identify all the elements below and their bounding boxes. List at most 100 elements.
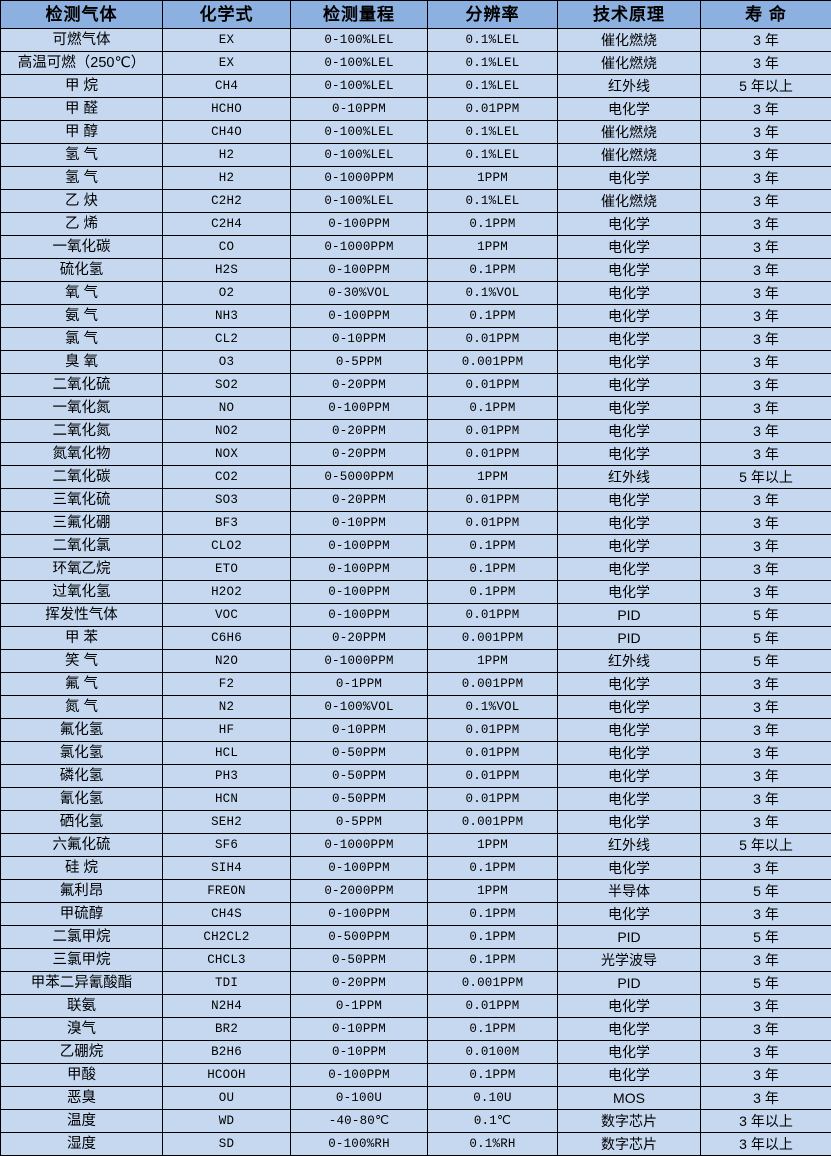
cell-range: 0-10PPM (291, 98, 428, 121)
cell-principle: 电化学 (558, 903, 701, 926)
cell-life: 5 年以上 (701, 834, 831, 857)
cell-life: 5 年 (701, 627, 831, 650)
cell-formula: CO (163, 236, 291, 259)
cell-principle: 催化燃烧 (558, 52, 701, 75)
table-header-row: 检测气体 化学式 检测量程 分辨率 技术原理 寿 命 (1, 1, 831, 29)
cell-life: 3 年 (701, 581, 831, 604)
cell-formula: CLO2 (163, 535, 291, 558)
cell-life: 3 年 (701, 374, 831, 397)
cell-gas: 氟化氢 (1, 719, 163, 742)
cell-range: 0-100PPM (291, 558, 428, 581)
cell-principle: 电化学 (558, 719, 701, 742)
cell-life: 3 年 (701, 535, 831, 558)
cell-range: 0-20PPM (291, 489, 428, 512)
cell-formula: ETO (163, 558, 291, 581)
cell-resolution: 0.01PPM (428, 443, 558, 466)
cell-range: 0-20PPM (291, 972, 428, 995)
cell-life: 3 年 (701, 489, 831, 512)
cell-resolution: 0.01PPM (428, 98, 558, 121)
cell-gas: 温度 (1, 1110, 163, 1133)
cell-principle: 电化学 (558, 305, 701, 328)
cell-range: 0-100PPM (291, 581, 428, 604)
cell-resolution: 1PPM (428, 650, 558, 673)
cell-gas: 氧 气 (1, 282, 163, 305)
cell-resolution: 1PPM (428, 466, 558, 489)
cell-life: 5 年 (701, 926, 831, 949)
cell-range: 0-5000PPM (291, 466, 428, 489)
cell-gas: 氯 气 (1, 328, 163, 351)
cell-formula: NH3 (163, 305, 291, 328)
cell-gas: 氰化氢 (1, 788, 163, 811)
cell-resolution: 1PPM (428, 834, 558, 857)
cell-range: 0-50PPM (291, 765, 428, 788)
cell-range: 0-100PPM (291, 535, 428, 558)
cell-life: 3 年以上 (701, 1133, 831, 1156)
cell-range: 0-100%LEL (291, 52, 428, 75)
cell-resolution: 0.001PPM (428, 627, 558, 650)
cell-range: 0-1000PPM (291, 650, 428, 673)
cell-formula: TDI (163, 972, 291, 995)
cell-principle: 电化学 (558, 995, 701, 1018)
cell-resolution: 1PPM (428, 167, 558, 190)
cell-range: 0-100PPM (291, 259, 428, 282)
cell-range: 0-30%VOL (291, 282, 428, 305)
cell-range: 0-100%LEL (291, 121, 428, 144)
cell-principle: 电化学 (558, 420, 701, 443)
cell-formula: FREON (163, 880, 291, 903)
cell-principle: 催化燃烧 (558, 144, 701, 167)
cell-formula: F2 (163, 673, 291, 696)
cell-gas: 硅 烷 (1, 857, 163, 880)
cell-gas: 硫化氢 (1, 259, 163, 282)
cell-range: 0-100PPM (291, 397, 428, 420)
cell-gas: 三氟化硼 (1, 512, 163, 535)
cell-range: 0-1000PPM (291, 167, 428, 190)
cell-life: 3 年 (701, 351, 831, 374)
cell-formula: VOC (163, 604, 291, 627)
cell-resolution: 0.1%LEL (428, 75, 558, 98)
cell-formula: SF6 (163, 834, 291, 857)
cell-resolution: 0.1PPM (428, 926, 558, 949)
cell-range: 0-100%LEL (291, 75, 428, 98)
cell-gas: 二氧化氯 (1, 535, 163, 558)
cell-formula: H2O2 (163, 581, 291, 604)
cell-formula: HF (163, 719, 291, 742)
cell-formula: C2H4 (163, 213, 291, 236)
cell-resolution: 0.1%VOL (428, 282, 558, 305)
cell-principle: 催化燃烧 (558, 121, 701, 144)
cell-principle: 电化学 (558, 765, 701, 788)
cell-gas: 二氯甲烷 (1, 926, 163, 949)
cell-gas: 乙 烯 (1, 213, 163, 236)
cell-principle: 电化学 (558, 742, 701, 765)
cell-life: 3 年 (701, 305, 831, 328)
cell-formula: H2 (163, 167, 291, 190)
cell-formula: CHCL3 (163, 949, 291, 972)
cell-life: 3 年 (701, 144, 831, 167)
cell-resolution: 0.1PPM (428, 903, 558, 926)
cell-formula: WD (163, 1110, 291, 1133)
column-header-resolution: 分辨率 (428, 1, 558, 29)
cell-principle: 红外线 (558, 834, 701, 857)
cell-range: 0-1000PPM (291, 236, 428, 259)
cell-gas: 挥发性气体 (1, 604, 163, 627)
cell-principle: 电化学 (558, 213, 701, 236)
cell-gas: 甲 醛 (1, 98, 163, 121)
cell-range: 0-5PPM (291, 811, 428, 834)
cell-range: 0-100PPM (291, 213, 428, 236)
cell-range: 0-20PPM (291, 374, 428, 397)
cell-gas: 氯化氢 (1, 742, 163, 765)
